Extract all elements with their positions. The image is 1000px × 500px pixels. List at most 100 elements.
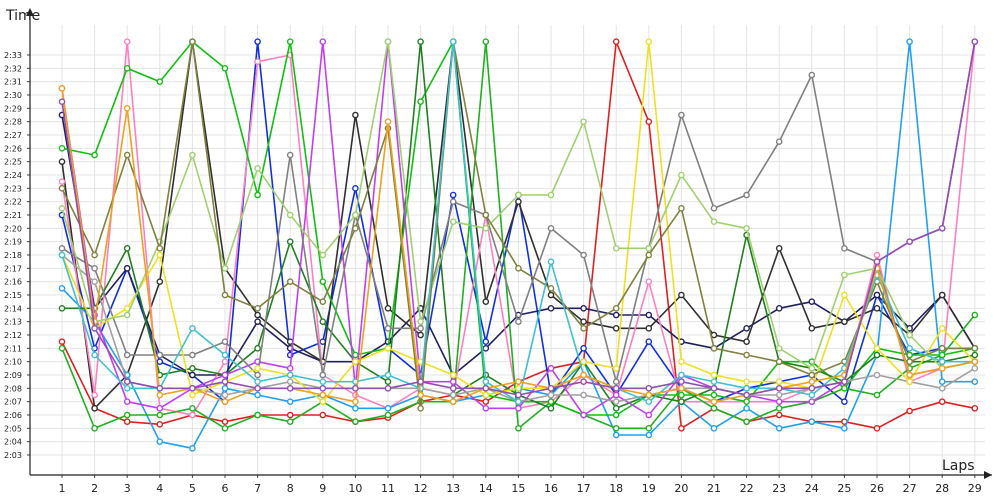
data-point — [123, 385, 131, 392]
data-point — [156, 358, 164, 365]
data-point — [775, 305, 783, 312]
data-point — [547, 291, 555, 299]
data-point — [775, 138, 783, 145]
x-tick-label: 19 — [642, 482, 656, 495]
data-point — [710, 425, 718, 432]
data-point — [221, 385, 229, 392]
data-point — [580, 391, 587, 399]
data-point — [710, 398, 718, 405]
data-point — [808, 418, 816, 425]
data-point — [743, 418, 750, 425]
y-tick-label: 2:12 — [4, 331, 22, 340]
data-point — [906, 331, 913, 339]
data-point — [678, 391, 685, 399]
data-point — [352, 351, 359, 359]
data-point — [873, 391, 881, 399]
data-point — [123, 418, 131, 425]
data-point — [286, 365, 294, 372]
data-point — [612, 398, 620, 405]
series-layer — [58, 38, 979, 452]
data-point — [319, 398, 327, 405]
data-point — [384, 325, 392, 332]
data-point — [515, 265, 522, 272]
x-tick-label: 22 — [740, 482, 754, 495]
data-point — [808, 365, 816, 372]
data-point — [156, 245, 164, 252]
data-point — [580, 251, 587, 259]
data-point — [123, 245, 131, 252]
data-point — [221, 371, 229, 379]
data-point — [775, 398, 783, 405]
y-tick-label: 2:16 — [4, 278, 22, 287]
data-point — [938, 351, 946, 359]
data-point — [58, 145, 66, 152]
data-point — [449, 38, 457, 45]
data-point — [449, 218, 457, 225]
data-point — [971, 351, 979, 359]
y-tick-label: 2:14 — [4, 304, 22, 313]
data-point — [482, 398, 490, 405]
data-point — [775, 411, 783, 419]
data-point — [91, 325, 98, 332]
data-point — [612, 405, 620, 412]
data-point — [482, 405, 490, 412]
data-point — [189, 385, 196, 392]
data-point — [384, 371, 392, 379]
data-point — [645, 278, 653, 285]
data-point — [612, 431, 620, 439]
data-point — [971, 405, 979, 412]
x-tick-label: 2 — [91, 482, 98, 495]
data-point — [971, 38, 979, 45]
data-point — [58, 245, 66, 252]
data-point — [352, 111, 359, 119]
data-point — [515, 191, 522, 199]
data-point — [417, 325, 424, 332]
y-tick-label: 2:19 — [4, 238, 22, 247]
data-point — [678, 111, 685, 119]
data-point — [319, 38, 327, 45]
data-point — [645, 411, 653, 419]
data-point — [678, 425, 685, 432]
data-point — [58, 345, 66, 352]
data-point — [678, 171, 685, 179]
data-point — [221, 425, 229, 432]
data-point — [482, 345, 490, 352]
data-point — [808, 398, 816, 405]
data-point — [710, 405, 718, 412]
y-tick-label: 2:03 — [4, 451, 22, 460]
y-tick-label: 2:29 — [4, 104, 22, 113]
data-point — [221, 265, 229, 272]
data-point — [580, 325, 587, 332]
data-point — [938, 345, 946, 352]
data-point — [808, 325, 816, 332]
data-point — [352, 418, 359, 425]
data-point — [710, 385, 718, 392]
data-point — [515, 391, 522, 399]
x-tick-label: 11 — [381, 482, 395, 495]
data-point — [384, 411, 392, 419]
data-point — [189, 371, 196, 379]
data-point — [645, 391, 653, 399]
y-tick-label: 2:21 — [4, 211, 22, 220]
x-tick-label: 8 — [287, 482, 294, 495]
data-point — [612, 385, 620, 392]
data-point — [156, 78, 164, 85]
y-tick-label: 2:11 — [4, 344, 22, 353]
data-point — [156, 405, 164, 412]
data-point — [938, 325, 946, 332]
data-point — [156, 391, 164, 399]
data-point — [189, 38, 196, 45]
data-point — [254, 58, 261, 65]
data-point — [971, 358, 979, 365]
data-point — [612, 391, 620, 399]
data-point — [743, 338, 750, 345]
data-point — [482, 211, 490, 219]
data-point — [254, 391, 261, 399]
data-point — [906, 238, 913, 245]
data-point — [678, 205, 685, 212]
data-point — [808, 385, 816, 392]
data-point — [710, 378, 718, 385]
data-point — [841, 378, 848, 385]
data-point — [645, 251, 653, 259]
series-14 — [58, 38, 979, 412]
